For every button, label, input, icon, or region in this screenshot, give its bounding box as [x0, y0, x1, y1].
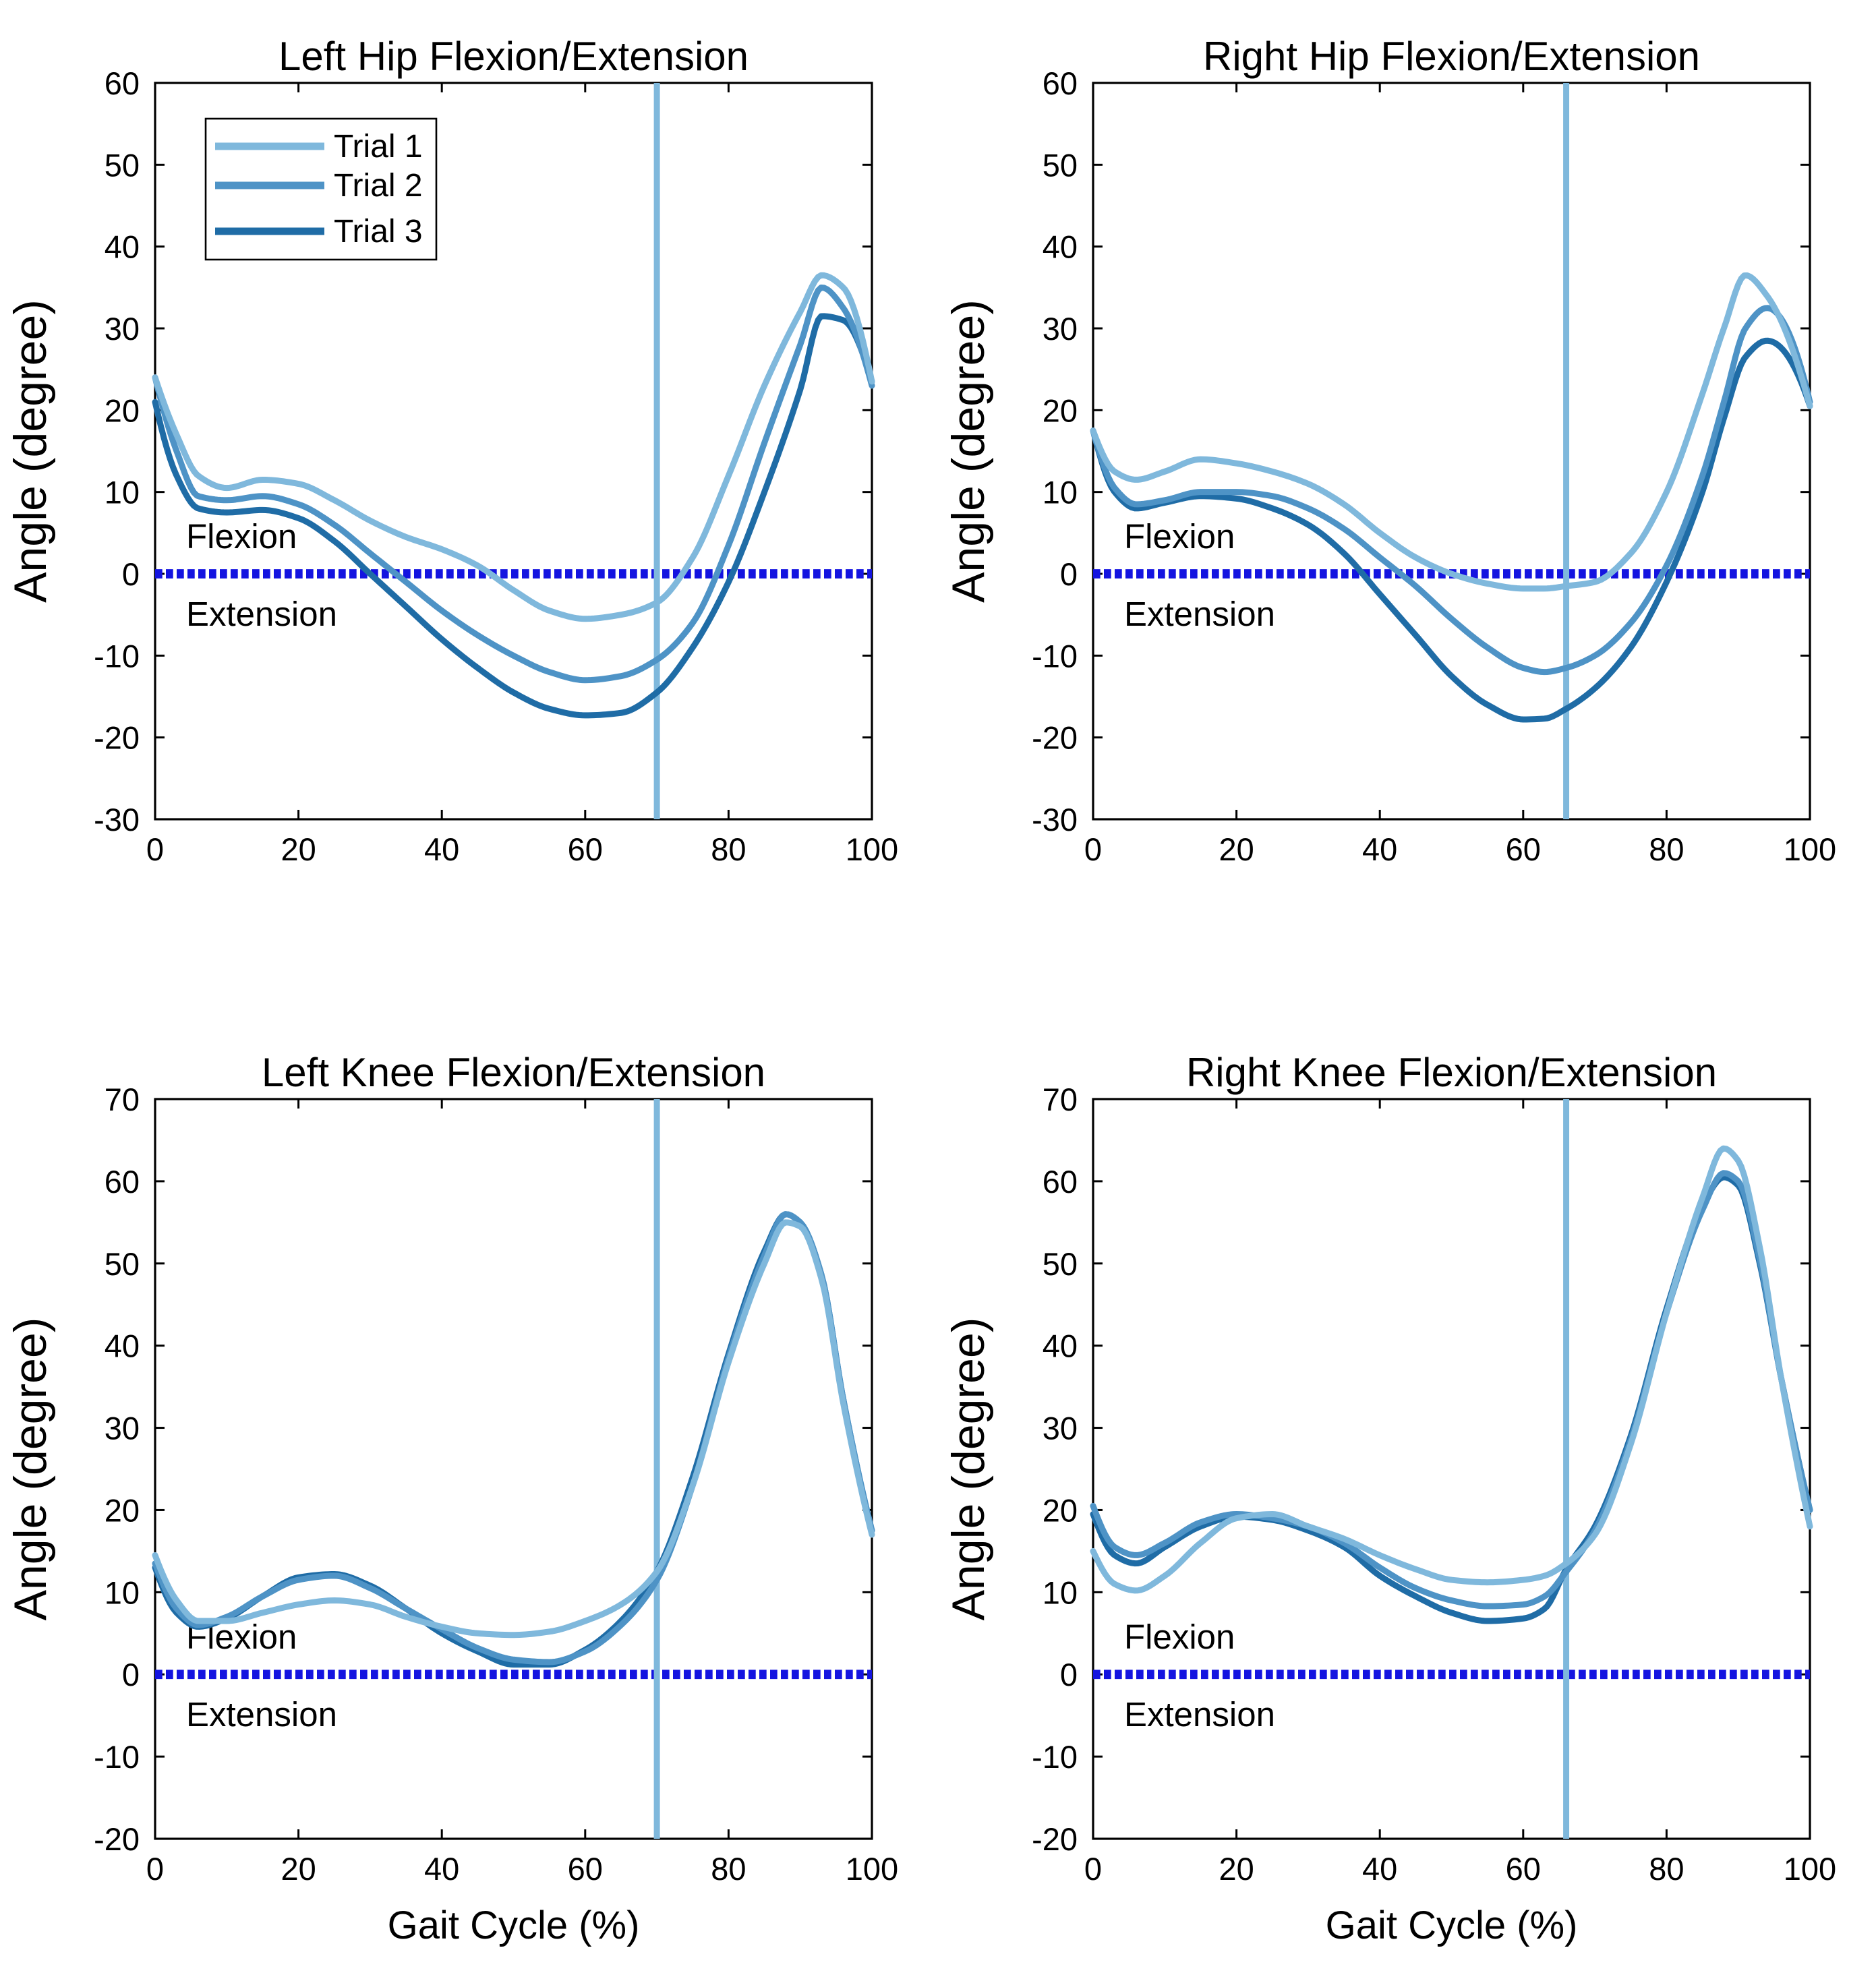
svg-text:100: 100: [846, 1851, 898, 1887]
svg-text:-10: -10: [1032, 1739, 1078, 1775]
svg-text:Gait Cycle (%): Gait Cycle (%): [1326, 1904, 1578, 1947]
svg-text:Right Knee Flexion/Extension: Right Knee Flexion/Extension: [1186, 1050, 1717, 1095]
svg-text:-20: -20: [94, 1821, 140, 1857]
svg-text:10: 10: [1043, 1574, 1078, 1610]
svg-text:60: 60: [568, 831, 603, 867]
svg-text:0: 0: [122, 556, 140, 592]
svg-text:40: 40: [1362, 831, 1397, 867]
svg-text:100: 100: [846, 831, 898, 867]
svg-text:Extension: Extension: [186, 1695, 337, 1734]
svg-text:60: 60: [105, 65, 140, 101]
svg-text:0: 0: [122, 1657, 140, 1692]
svg-text:Flexion: Flexion: [1124, 517, 1235, 556]
svg-text:Angle (degree): Angle (degree): [5, 299, 56, 603]
svg-text:50: 50: [1043, 147, 1078, 183]
svg-text:60: 60: [1043, 65, 1078, 101]
svg-text:Gait Cycle (%): Gait Cycle (%): [388, 1904, 640, 1947]
svg-text:30: 30: [105, 1411, 140, 1446]
svg-text:Angle (degree): Angle (degree): [5, 1318, 56, 1621]
svg-text:Extension: Extension: [186, 595, 337, 633]
svg-text:40: 40: [424, 831, 459, 867]
svg-text:-30: -30: [94, 802, 140, 837]
svg-text:40: 40: [105, 1328, 140, 1364]
svg-text:20: 20: [105, 392, 140, 428]
svg-text:40: 40: [1043, 229, 1078, 265]
svg-text:50: 50: [1043, 1246, 1078, 1282]
svg-text:Trial 3: Trial 3: [334, 214, 423, 249]
svg-text:0: 0: [1060, 1657, 1078, 1692]
svg-text:-10: -10: [94, 638, 140, 674]
svg-text:Left Knee Flexion/Extension: Left Knee Flexion/Extension: [262, 1050, 765, 1095]
svg-text:60: 60: [1043, 1164, 1078, 1200]
svg-text:30: 30: [105, 311, 140, 347]
svg-text:60: 60: [568, 1851, 603, 1887]
svg-text:Left Hip Flexion/Extension: Left Hip Flexion/Extension: [279, 34, 749, 79]
svg-text:50: 50: [105, 147, 140, 183]
svg-text:20: 20: [1219, 1851, 1254, 1887]
svg-text:60: 60: [1506, 1851, 1541, 1887]
svg-text:10: 10: [105, 1574, 140, 1610]
svg-text:-20: -20: [1032, 720, 1078, 756]
svg-text:40: 40: [1043, 1328, 1078, 1364]
svg-text:80: 80: [711, 1851, 746, 1887]
svg-text:100: 100: [1784, 1851, 1836, 1887]
svg-text:60: 60: [105, 1164, 140, 1200]
svg-text:Right Hip Flexion/Extension: Right Hip Flexion/Extension: [1203, 34, 1700, 79]
svg-text:10: 10: [1043, 475, 1078, 510]
svg-text:20: 20: [281, 1851, 316, 1887]
svg-text:0: 0: [1084, 831, 1102, 867]
svg-text:20: 20: [1219, 831, 1254, 867]
svg-text:40: 40: [1362, 1851, 1397, 1887]
svg-text:20: 20: [105, 1492, 140, 1528]
svg-text:-10: -10: [1032, 638, 1078, 674]
svg-text:30: 30: [1043, 1411, 1078, 1446]
svg-text:100: 100: [1784, 831, 1836, 867]
svg-text:-30: -30: [1032, 802, 1078, 837]
svg-text:20: 20: [281, 831, 316, 867]
svg-text:30: 30: [1043, 311, 1078, 347]
svg-text:Angle (degree): Angle (degree): [943, 299, 994, 603]
svg-text:Extension: Extension: [1124, 595, 1275, 633]
svg-text:60: 60: [1506, 831, 1541, 867]
svg-text:0: 0: [146, 831, 164, 867]
svg-text:Extension: Extension: [1124, 1695, 1275, 1734]
svg-text:0: 0: [1060, 556, 1078, 592]
svg-text:40: 40: [424, 1851, 459, 1887]
svg-text:Flexion: Flexion: [1124, 1618, 1235, 1656]
svg-text:Flexion: Flexion: [186, 517, 297, 556]
svg-text:Trial 1: Trial 1: [334, 129, 423, 165]
svg-text:70: 70: [105, 1082, 140, 1117]
svg-text:80: 80: [1649, 1851, 1684, 1887]
svg-text:-10: -10: [94, 1739, 140, 1775]
svg-text:-20: -20: [94, 720, 140, 756]
svg-text:20: 20: [1043, 392, 1078, 428]
svg-text:70: 70: [1043, 1082, 1078, 1117]
svg-text:Trial 2: Trial 2: [334, 168, 423, 204]
svg-text:0: 0: [1084, 1851, 1102, 1887]
svg-text:0: 0: [146, 1851, 164, 1887]
svg-text:80: 80: [711, 831, 746, 867]
svg-text:Angle (degree): Angle (degree): [943, 1318, 994, 1621]
svg-text:10: 10: [105, 475, 140, 510]
svg-text:80: 80: [1649, 831, 1684, 867]
svg-text:-20: -20: [1032, 1821, 1078, 1857]
svg-text:20: 20: [1043, 1492, 1078, 1528]
svg-text:50: 50: [105, 1246, 140, 1282]
svg-text:40: 40: [105, 229, 140, 265]
